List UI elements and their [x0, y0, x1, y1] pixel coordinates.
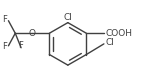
- Text: O: O: [28, 29, 35, 38]
- Text: Cl: Cl: [63, 13, 72, 22]
- Text: Cl: Cl: [106, 38, 115, 47]
- Text: COOH: COOH: [106, 29, 133, 38]
- Text: F: F: [3, 15, 7, 24]
- Text: F: F: [3, 42, 7, 51]
- Text: F: F: [18, 41, 23, 50]
